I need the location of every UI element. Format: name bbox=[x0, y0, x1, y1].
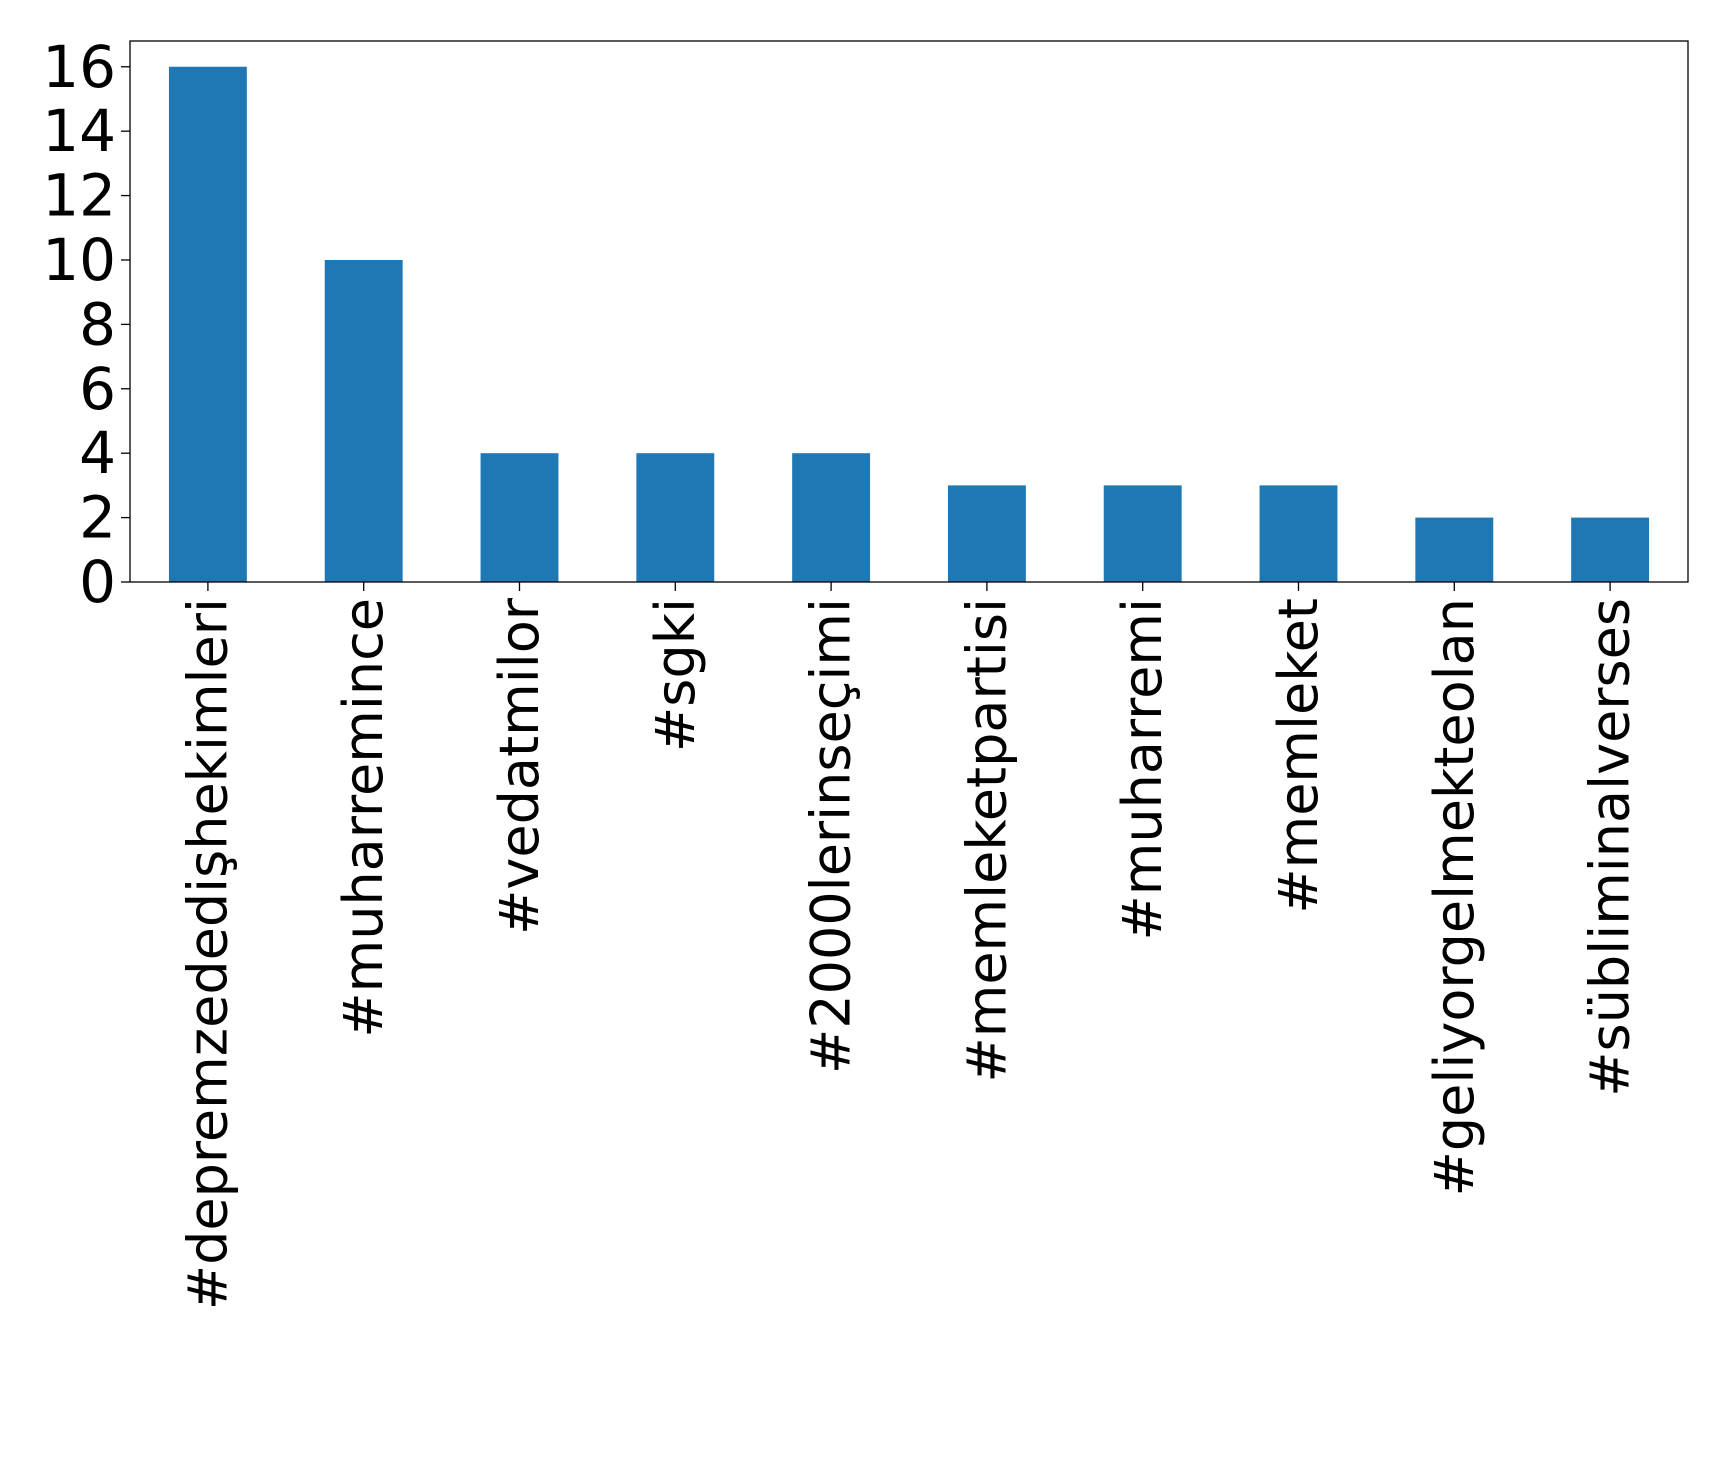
bar-6 bbox=[947, 485, 1026, 582]
y-tick-label: 10 bbox=[42, 226, 116, 294]
bar-8 bbox=[1259, 485, 1338, 582]
y-tick-label: 16 bbox=[42, 33, 116, 101]
bar-1 bbox=[168, 66, 247, 582]
bar-10 bbox=[1571, 517, 1650, 582]
bars-layer bbox=[168, 66, 1650, 582]
plot-frame bbox=[129, 40, 1689, 583]
x-tick-label: #sübliminalverses bbox=[1579, 598, 1642, 1097]
bar-5 bbox=[792, 453, 871, 582]
x-tick-label: #memleket bbox=[1267, 598, 1330, 914]
y-tick-label: 12 bbox=[42, 162, 116, 230]
y-tick-label: 2 bbox=[79, 484, 116, 552]
y-tick-label: 0 bbox=[79, 548, 116, 616]
x-tick-label: #muharremince bbox=[332, 598, 395, 1038]
x-tick-label: #geliyorgelmekteolan bbox=[1423, 598, 1486, 1196]
bar-4 bbox=[636, 453, 715, 582]
y-tick-label: 6 bbox=[79, 355, 116, 423]
y-tick-label: 4 bbox=[79, 419, 116, 487]
y-tick-label: 8 bbox=[79, 290, 116, 358]
x-tick-label: #memleketpartisi bbox=[955, 598, 1018, 1083]
x-tick-label: #muharremi bbox=[1111, 598, 1174, 940]
x-tick-label: #depremzededişhekimleri bbox=[176, 598, 239, 1310]
x-tick-label: #vedatmilor bbox=[488, 597, 551, 935]
bar-2 bbox=[324, 259, 403, 582]
x-tick-label: #2000lerinseçimi bbox=[800, 598, 863, 1074]
bar-9 bbox=[1415, 517, 1494, 582]
bar-3 bbox=[480, 453, 559, 582]
x-axis: #depremzededişhekimleri #muharremince #ved… bbox=[176, 582, 1642, 1310]
y-tick-label: 14 bbox=[42, 97, 116, 165]
x-tick-label: #sgki bbox=[644, 598, 707, 752]
bar-7 bbox=[1103, 485, 1182, 582]
